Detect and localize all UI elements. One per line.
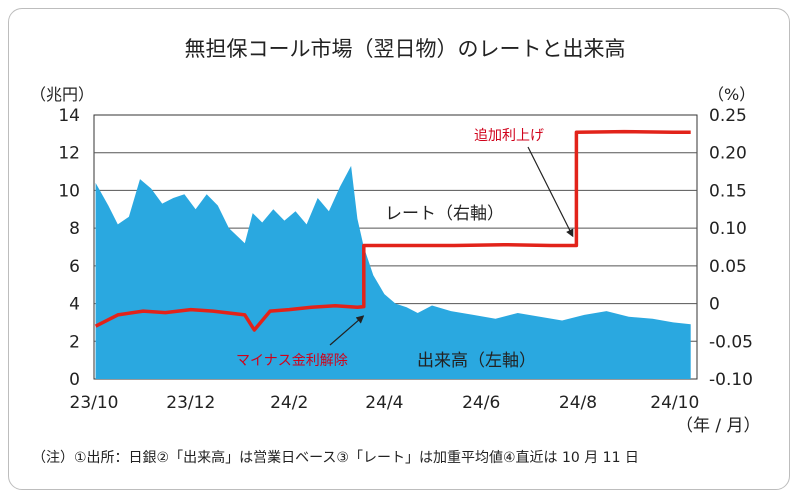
left-tick-label: 0 <box>69 370 80 390</box>
x-tick-label: 24/8 <box>559 393 597 413</box>
annotation-arrow <box>527 146 574 238</box>
left-tick-label: 10 <box>58 181 80 201</box>
x-axis: 23/10 23/12 24/2 24/4 24/6 24/8 24/10 <box>70 393 700 413</box>
chart-frame <box>8 8 790 490</box>
right-tick-label: 0.10 <box>709 219 747 239</box>
left-tick-label: 2 <box>69 332 80 352</box>
right-tick-label: 0.20 <box>709 144 747 164</box>
x-tick-label: 24/6 <box>462 393 500 413</box>
left-axis-unit: （兆円） <box>30 85 94 104</box>
negative-rate-end-label: マイナス金利解除 <box>236 353 348 369</box>
x-tick-label: 24/4 <box>365 393 403 413</box>
right-tick-label: 0 <box>709 295 720 315</box>
left-tick-label: 14 <box>58 106 80 126</box>
rate-series-label: レート（右軸） <box>385 204 504 224</box>
x-tick-label: 24/2 <box>270 393 308 413</box>
chart-title: 無担保コール市場（翌日物）のレートと出来高 <box>185 37 626 61</box>
left-tick-label: 8 <box>69 219 80 239</box>
right-tick-label: 0.15 <box>709 181 747 201</box>
annotation-arrow <box>329 315 365 346</box>
left-axis: 0 2 4 6 8 10 12 14 <box>58 106 80 390</box>
rate-line <box>94 129 691 332</box>
right-tick-label: 0.25 <box>709 106 747 126</box>
annotations: レート（右軸） 出来高（左軸） マイナス金利解除 追加利上げ <box>236 128 574 371</box>
x-tick-label: 23/10 <box>70 393 119 413</box>
right-tick-label: -0.10 <box>709 370 753 390</box>
x-tick-label: 24/10 <box>650 393 699 413</box>
left-tick-label: 6 <box>69 257 80 277</box>
chart-note: （注）①出所：日銀②「出来高」は営業日ベース③「レート」は加重平均値④直近は 1… <box>32 449 639 466</box>
x-axis-unit: （年 / 月） <box>676 416 761 436</box>
volume-series-label: 出来高（左軸） <box>417 351 536 371</box>
right-axis-unit: （%） <box>708 85 755 104</box>
right-tick-label: 0.05 <box>709 257 747 277</box>
right-tick-label: -0.05 <box>709 332 753 352</box>
left-tick-label: 4 <box>69 295 80 315</box>
left-tick-label: 12 <box>58 144 80 164</box>
volume-area <box>95 165 691 379</box>
rate-hike-label: 追加利上げ <box>474 128 544 144</box>
right-axis: 0.25 0.20 0.15 0.10 0.05 0 -0.05 -0.10 <box>709 106 753 390</box>
x-tick-label: 23/12 <box>166 393 215 413</box>
